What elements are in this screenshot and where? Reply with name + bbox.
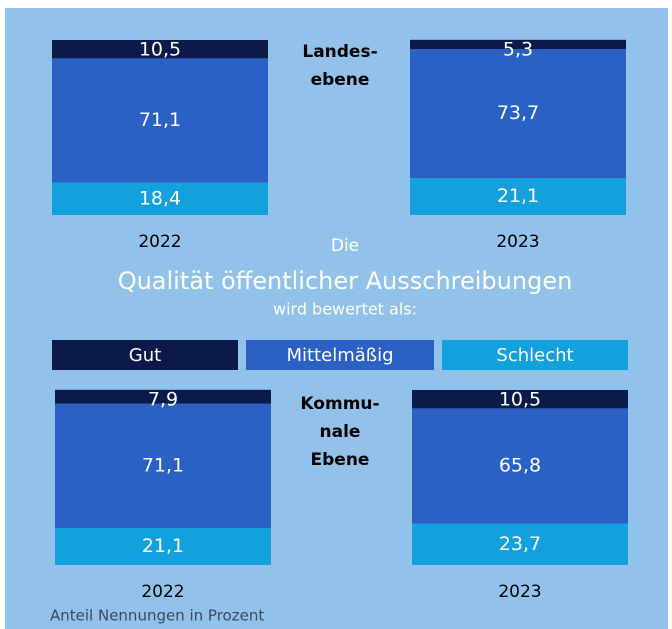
legend-swatch: [442, 340, 628, 370]
value-label: 23,7: [499, 533, 541, 555]
title-line: Die: [331, 236, 359, 256]
bar-segment: [52, 182, 268, 215]
bar-segment: [412, 408, 628, 524]
value-label: 21,1: [497, 185, 539, 207]
chart-title: ebene: [311, 70, 370, 90]
legend-swatch: [52, 340, 238, 370]
bar-segment: [410, 178, 626, 215]
legend-label: Schlecht: [496, 345, 573, 366]
value-label: 7,9: [148, 388, 178, 410]
legend-label: Gut: [129, 345, 161, 366]
bar-segment: [55, 403, 271, 529]
x-tick-label: 2022: [138, 232, 181, 252]
title-line: wird bewertet als:: [273, 300, 417, 319]
value-label: 71,1: [142, 454, 184, 476]
x-tick-label: 2023: [496, 232, 539, 252]
value-label: 10,5: [499, 389, 541, 411]
bar-segment: [412, 523, 628, 565]
value-label: 65,8: [499, 454, 541, 476]
chart-title: Ebene: [311, 450, 370, 470]
bar-segment: [55, 528, 271, 565]
x-tick-label: 2023: [498, 582, 541, 602]
bar-segment: [412, 390, 628, 409]
bar-segment: [52, 58, 268, 183]
bar-segment: [410, 39, 626, 50]
note: Anteil Nennungen in Prozent: [50, 607, 264, 625]
value-label: 5,3: [503, 38, 533, 60]
value-label: 73,7: [497, 102, 539, 124]
value-label: 71,1: [139, 109, 181, 131]
chart-title: Landes-: [302, 42, 377, 62]
x-tick-label: 2022: [141, 582, 184, 602]
value-label: 21,1: [142, 535, 184, 557]
bar-segment: [52, 40, 268, 59]
value-label: 18,4: [139, 187, 181, 209]
bar-segment: [55, 389, 271, 404]
title-line: Qualität öffentlicher Ausschreibungen: [118, 267, 573, 295]
chart-title: nale: [320, 422, 361, 442]
legend-label: Mittelmäßig: [286, 345, 393, 366]
value-label: 10,5: [139, 39, 181, 61]
legend-swatch: [246, 340, 434, 370]
bar-segment: [410, 49, 626, 179]
chart-title: Kommu-: [300, 394, 379, 414]
